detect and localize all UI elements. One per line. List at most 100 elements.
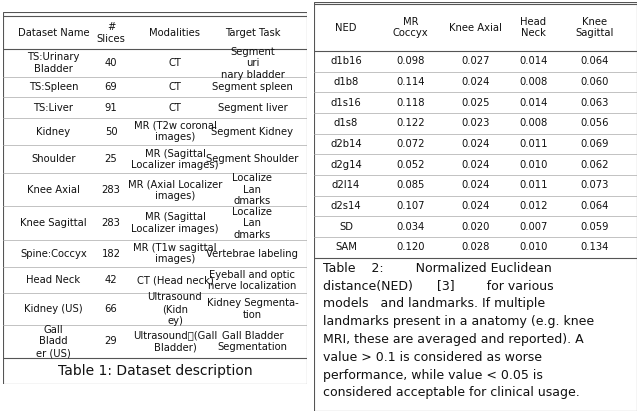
Text: 0.012: 0.012 xyxy=(519,201,548,211)
Text: 0.011: 0.011 xyxy=(519,139,548,149)
Text: 0.122: 0.122 xyxy=(396,119,425,128)
Text: Table    2:        Normalized Euclidean: Table 2: Normalized Euclidean xyxy=(323,262,552,275)
Text: Localize
Lan
dmarks: Localize Lan dmarks xyxy=(232,173,273,206)
Text: 0.107: 0.107 xyxy=(396,201,425,211)
Text: Eyeball and optic
nerve localization: Eyeball and optic nerve localization xyxy=(208,270,297,291)
Text: CT (Head neck): CT (Head neck) xyxy=(136,275,213,285)
Text: 0.011: 0.011 xyxy=(519,180,548,190)
Text: Ultrasound
(Kidn
ey): Ultrasound (Kidn ey) xyxy=(148,292,202,326)
Text: 0.020: 0.020 xyxy=(461,222,490,232)
Text: Kidney Segmenta-
tion: Kidney Segmenta- tion xyxy=(207,298,298,320)
Text: NED: NED xyxy=(335,23,356,33)
Text: 0.063: 0.063 xyxy=(580,98,609,108)
Text: Spine:Coccyx: Spine:Coccyx xyxy=(20,249,87,259)
Text: Kidney (US): Kidney (US) xyxy=(24,304,83,314)
Text: 0.024: 0.024 xyxy=(461,180,490,190)
Text: 0.064: 0.064 xyxy=(580,201,609,211)
Text: 40: 40 xyxy=(105,58,117,68)
Text: 0.073: 0.073 xyxy=(580,180,609,190)
Text: #
Slices: # Slices xyxy=(97,22,125,43)
Text: Segment spleen: Segment spleen xyxy=(212,82,293,92)
Text: Segment
uri
nary bladder: Segment uri nary bladder xyxy=(221,47,284,80)
Text: considered acceptable for clinical usage.: considered acceptable for clinical usage… xyxy=(323,387,580,399)
Text: MR (T2w coronal
images): MR (T2w coronal images) xyxy=(134,121,216,142)
Text: 0.008: 0.008 xyxy=(519,77,547,87)
Text: MR (Sagittal
Localizer images): MR (Sagittal Localizer images) xyxy=(131,149,219,170)
Text: Vertebrae labeling: Vertebrae labeling xyxy=(207,249,298,259)
Text: 0.060: 0.060 xyxy=(580,77,609,87)
Text: MR (T1w sagittal
images): MR (T1w sagittal images) xyxy=(133,243,217,264)
Text: Segment liver: Segment liver xyxy=(218,102,287,113)
Text: 0.034: 0.034 xyxy=(396,222,425,232)
Text: 0.024: 0.024 xyxy=(461,139,490,149)
Text: 0.025: 0.025 xyxy=(461,98,490,108)
Text: SAM: SAM xyxy=(335,242,357,252)
Text: TS:Liver: TS:Liver xyxy=(33,102,74,113)
Text: Dataset Name: Dataset Name xyxy=(17,28,89,38)
Text: d2g14: d2g14 xyxy=(330,160,362,170)
Text: TS:Urinary
Bladder: TS:Urinary Bladder xyxy=(27,52,79,74)
Text: 0.052: 0.052 xyxy=(396,160,425,170)
Text: Segment Kidney: Segment Kidney xyxy=(211,127,294,137)
Text: 0.134: 0.134 xyxy=(580,242,609,252)
Text: Knee Axial: Knee Axial xyxy=(27,185,80,195)
Text: 0.024: 0.024 xyxy=(461,201,490,211)
Text: 0.014: 0.014 xyxy=(519,98,548,108)
Text: 0.120: 0.120 xyxy=(396,242,425,252)
Text: Gall
Bladd
er (US): Gall Bladd er (US) xyxy=(36,325,71,358)
Text: 0.085: 0.085 xyxy=(396,180,425,190)
Text: landmarks present in a anatomy (e.g. knee: landmarks present in a anatomy (e.g. kne… xyxy=(323,315,595,328)
Text: d1b16: d1b16 xyxy=(330,57,362,66)
Text: Shoulder: Shoulder xyxy=(31,154,76,164)
Text: 0.098: 0.098 xyxy=(396,57,425,66)
Text: 0.010: 0.010 xyxy=(519,160,548,170)
Text: value > 0.1 is considered as worse: value > 0.1 is considered as worse xyxy=(323,351,542,364)
Text: d1b8: d1b8 xyxy=(333,77,358,87)
Text: d2l14: d2l14 xyxy=(332,180,360,190)
Text: 50: 50 xyxy=(105,127,117,137)
Text: Modalities: Modalities xyxy=(150,28,200,38)
Text: 0.114: 0.114 xyxy=(396,77,425,87)
Text: 0.072: 0.072 xyxy=(396,139,425,149)
Text: SD: SD xyxy=(339,222,353,232)
Text: 283: 283 xyxy=(102,185,120,195)
Text: 42: 42 xyxy=(105,275,117,285)
Text: d1s16: d1s16 xyxy=(330,98,362,108)
Text: 0.008: 0.008 xyxy=(519,119,547,128)
Text: 0.062: 0.062 xyxy=(580,160,609,170)
Text: 283: 283 xyxy=(102,218,120,228)
Text: d2s14: d2s14 xyxy=(331,201,361,211)
Text: Table 1: Dataset description: Table 1: Dataset description xyxy=(58,364,253,378)
Text: MR (Sagittal
Localizer images): MR (Sagittal Localizer images) xyxy=(131,212,219,234)
Text: Kidney: Kidney xyxy=(36,127,70,137)
Text: Localize
Lan
dmarks: Localize Lan dmarks xyxy=(232,206,273,240)
Text: CT: CT xyxy=(168,58,181,68)
Text: 0.007: 0.007 xyxy=(519,222,548,232)
Text: 0.024: 0.024 xyxy=(461,160,490,170)
Text: models   and landmarks. If multiple: models and landmarks. If multiple xyxy=(323,297,545,311)
Text: Head Neck: Head Neck xyxy=(26,275,81,285)
Text: 0.010: 0.010 xyxy=(519,242,548,252)
Text: 91: 91 xyxy=(105,102,118,113)
Text: CT: CT xyxy=(168,102,181,113)
Text: 0.024: 0.024 xyxy=(461,77,490,87)
Text: Segment Shoulder: Segment Shoulder xyxy=(206,154,299,164)
Text: Ultrasound	(Gall
Bladder): Ultrasound (Gall Bladder) xyxy=(133,331,217,352)
Text: 182: 182 xyxy=(102,249,120,259)
Text: Gall Bladder
Segmentation: Gall Bladder Segmentation xyxy=(218,331,287,352)
Text: Head
Neck: Head Neck xyxy=(520,17,547,38)
Text: 0.056: 0.056 xyxy=(580,119,609,128)
Text: Target Task: Target Task xyxy=(225,28,280,38)
Text: Knee Axial: Knee Axial xyxy=(449,23,502,33)
Text: 29: 29 xyxy=(105,337,118,347)
Text: CT: CT xyxy=(168,82,181,92)
Text: d2b14: d2b14 xyxy=(330,139,362,149)
Text: performance, while value < 0.05 is: performance, while value < 0.05 is xyxy=(323,368,543,382)
Text: Knee
Sagittal: Knee Sagittal xyxy=(575,17,614,38)
Text: MRI, these are averaged and reported). A: MRI, these are averaged and reported). A xyxy=(323,333,584,346)
Text: 0.064: 0.064 xyxy=(580,57,609,66)
Text: MR (Axial Localizer
images): MR (Axial Localizer images) xyxy=(128,179,222,201)
Text: 0.059: 0.059 xyxy=(580,222,609,232)
Text: 25: 25 xyxy=(105,154,118,164)
Text: 0.028: 0.028 xyxy=(461,242,490,252)
